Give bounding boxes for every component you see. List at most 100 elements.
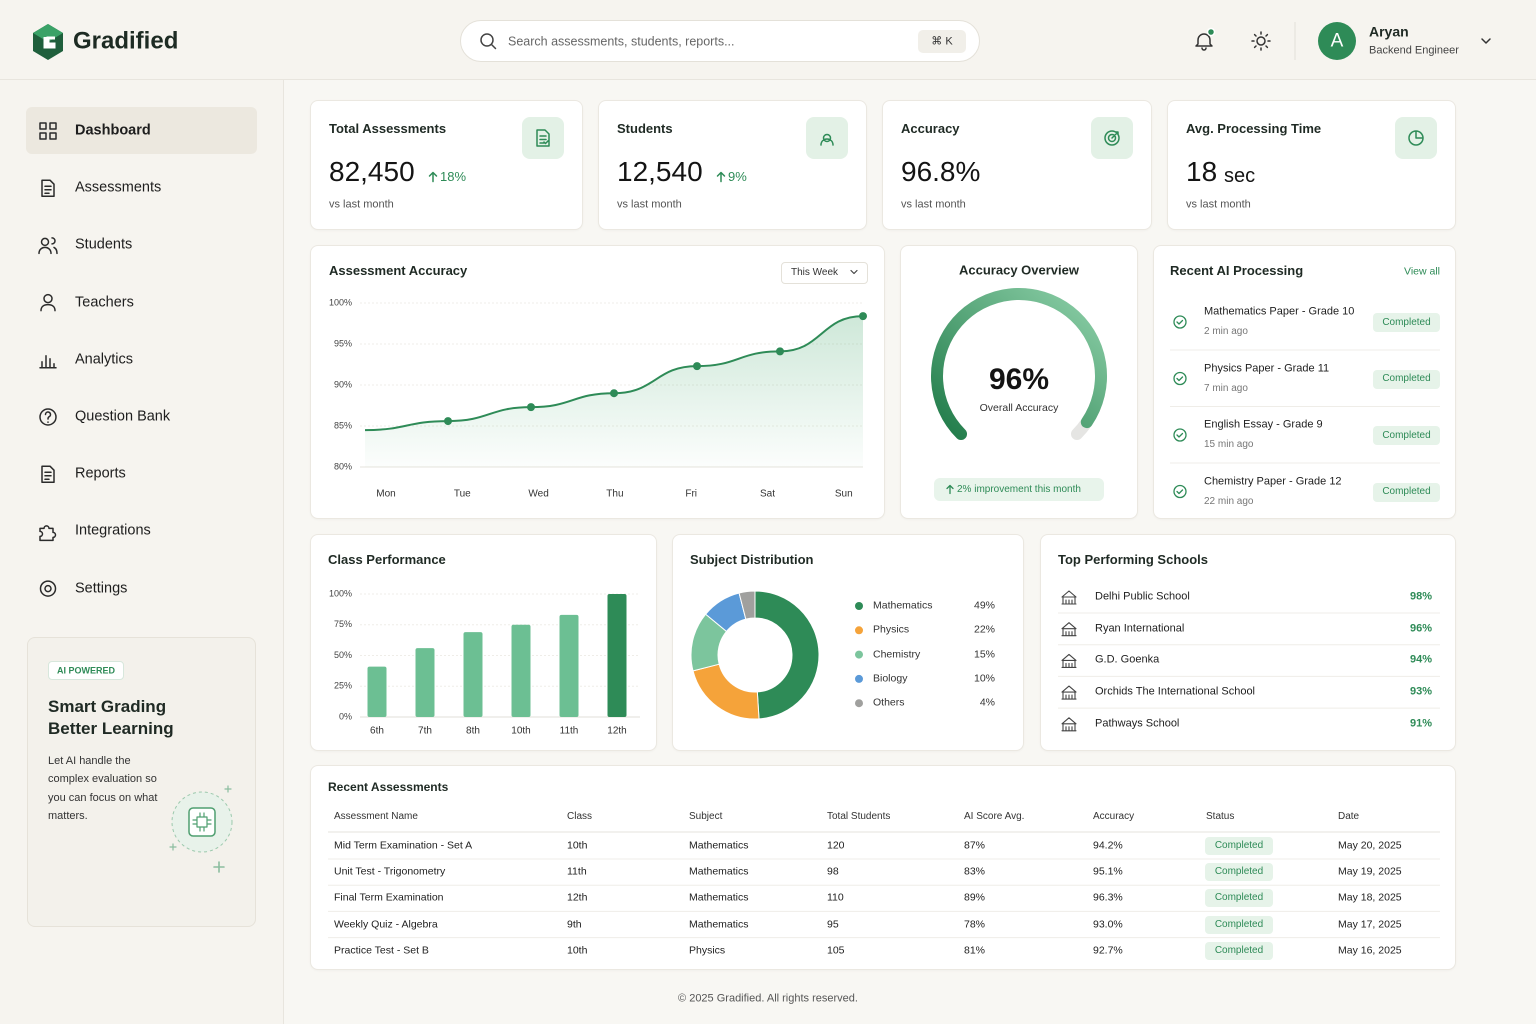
table-cell: Mathematics: [689, 865, 749, 878]
chart-title: Class Performance: [328, 552, 446, 568]
stat-value: 96.8%: [901, 156, 981, 188]
nav-item[interactable]: [26, 336, 257, 383]
stat-note: vs last month: [901, 198, 966, 211]
item-name: Mathematics Paper - Grade 10: [1204, 305, 1355, 318]
column-header: Date: [1338, 811, 1360, 822]
item-name: English Essay - Grade 9: [1204, 418, 1323, 431]
footer-text: © 2025 Gradified. All rights reserved.: [678, 992, 858, 1005]
stat-unit: sec: [1224, 165, 1256, 187]
improvement-label: 2% improvement this month: [957, 484, 1081, 495]
status-badge: [1373, 426, 1440, 445]
card-title: Top Performing Schools: [1058, 552, 1208, 568]
promo-title: Better Learning: [48, 718, 174, 738]
status-badge: [1373, 482, 1440, 502]
status-badge: [1373, 369, 1440, 389]
table-cell: 89%: [964, 892, 986, 905]
item-name: Physics Paper - Grade 11: [1204, 361, 1330, 374]
view-all-link[interactable]: View all: [1404, 265, 1440, 278]
column-header: Accuracy: [1093, 811, 1135, 822]
stat-value: 82,450: [329, 156, 415, 188]
nav-label: Assessments: [75, 179, 162, 196]
item-time: 7 min ago: [1204, 382, 1248, 394]
nav-item[interactable]: [26, 565, 257, 612]
status-label: Completed: [1382, 373, 1431, 384]
stat-change: 9%: [728, 169, 747, 185]
status-badge: [1205, 863, 1273, 882]
stat-icon-box: [1091, 117, 1133, 159]
stat-note: vs last month: [329, 198, 394, 211]
table-cell: 96.3%: [1093, 892, 1123, 905]
status-badge: [1205, 941, 1273, 960]
table-cell: 87%: [964, 839, 986, 852]
status-badge: [1205, 837, 1273, 855]
stat-title: Avg. Processing Time: [1186, 121, 1322, 137]
stat-icon-box: [806, 117, 848, 159]
shortcut-label: ⌘ K: [931, 35, 953, 48]
stat-value: 12,540: [617, 156, 703, 188]
table-cell: May 17, 2025: [1338, 918, 1402, 931]
promo-title: Smart Grading: [48, 696, 167, 716]
stat-title: Total Assessments: [329, 121, 447, 137]
stat-note: vs last month: [617, 198, 682, 211]
nav-item[interactable]: [26, 450, 257, 497]
nav-label: Settings: [75, 579, 128, 596]
table-cell: 95.1%: [1093, 865, 1123, 878]
school-score: 94%: [1409, 653, 1432, 666]
item-time: 2 min ago: [1204, 326, 1248, 337]
nav-label: Question Bank: [75, 408, 171, 425]
table-cell: 98: [827, 865, 839, 878]
table-cell: Weekly Quiz - Algebra: [334, 918, 438, 931]
status-badge: [1205, 889, 1273, 908]
stat-title: Students: [617, 121, 673, 137]
card-title: Recent AI Processing: [1170, 263, 1304, 279]
card-title: Recent Assessments: [328, 779, 449, 794]
status-label: Completed: [1214, 840, 1264, 851]
table-cell: 94.2%: [1093, 839, 1123, 852]
status-label: Completed: [1214, 944, 1264, 956]
legend-value: 10%: [973, 672, 995, 685]
search-box[interactable]: [460, 20, 980, 62]
school-score: 91%: [1409, 717, 1432, 730]
table-cell: Unit Test - Trigonometry: [334, 865, 446, 878]
status-label: Completed: [1382, 429, 1431, 441]
nav-item[interactable]: [26, 107, 257, 154]
brand-name: Gradified: [73, 27, 179, 55]
table-cell: 9th: [567, 918, 582, 931]
item-name: Chemistry Paper - Grade 12: [1204, 474, 1342, 487]
status-label: Completed: [1382, 316, 1431, 328]
school-name: Orchids The International School: [1095, 685, 1255, 698]
school-name: Delhi Public School: [1095, 590, 1190, 603]
legend-value: 4%: [979, 696, 995, 709]
table-cell: May 19, 2025: [1338, 865, 1402, 878]
table-cell: Final Term Examination: [334, 892, 444, 905]
stat-change: 18%: [440, 169, 467, 185]
nav-label: Students: [75, 236, 133, 253]
table-cell: 95: [827, 918, 839, 931]
theme-toggle[interactable]: [1247, 27, 1275, 55]
nav-item[interactable]: [26, 221, 257, 268]
status-label: Completed: [1214, 918, 1264, 930]
school-score: 93%: [1409, 685, 1432, 698]
column-header: Total Students: [827, 811, 891, 822]
notifications[interactable]: [1190, 27, 1218, 55]
table-cell: 12th: [567, 892, 588, 905]
table-cell: 105: [827, 944, 845, 957]
schools-card: [1040, 534, 1456, 751]
stat-icon-box: [522, 117, 564, 159]
chart-title: Assessment Accuracy: [329, 263, 468, 279]
table-cell: 78%: [964, 918, 986, 931]
improvement-pill: [934, 478, 1104, 501]
legend-label: Mathematics: [873, 599, 933, 612]
status-label: Completed: [1214, 866, 1264, 878]
status-badge: [1373, 313, 1440, 332]
table-cell: 110: [827, 892, 844, 905]
legend-label: Others: [873, 696, 905, 709]
period-dropdown[interactable]: [781, 262, 868, 284]
nav-item[interactable]: [26, 279, 257, 326]
table-cell: 83%: [964, 865, 986, 878]
table-cell: May 16, 2025: [1338, 944, 1402, 957]
legend-value: 15%: [973, 648, 995, 661]
nav-label: Analytics: [75, 351, 134, 368]
legend-label: Biology: [873, 672, 908, 685]
